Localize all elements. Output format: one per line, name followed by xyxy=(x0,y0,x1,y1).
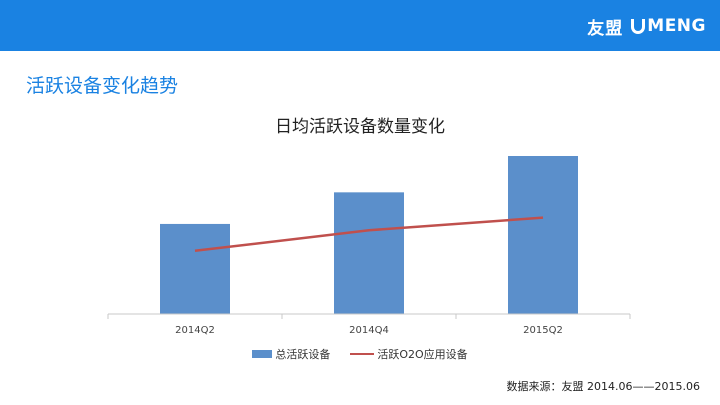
legend-item-bars: 总活跃设备 xyxy=(252,346,330,362)
legend-swatch-line xyxy=(350,353,375,355)
header-bar: 友盟 MENG xyxy=(0,0,720,51)
umeng-u-icon xyxy=(631,18,646,34)
x-tick-label: 2014Q4 xyxy=(349,325,389,336)
bar-2015Q2 xyxy=(508,156,578,314)
brand-logo: 友盟 MENG xyxy=(587,13,706,39)
brand-name-cn: 友盟 xyxy=(587,18,624,39)
section-title: 活跃设备变化趋势 xyxy=(26,75,179,97)
chart-title: 日均活跃设备数量变化 xyxy=(275,117,445,137)
chart-legend: 总活跃设备 活跃O2O应用设备 xyxy=(0,346,720,362)
brand-name-en: MENG xyxy=(631,16,706,36)
legend-swatch-bar xyxy=(252,350,273,358)
bar-2014Q2 xyxy=(160,223,230,314)
x-tick-label: 2014Q2 xyxy=(175,325,215,336)
x-tick-label: 2015Q2 xyxy=(523,325,563,336)
brand-name-en-text: MENG xyxy=(647,16,706,36)
legend-label-bars: 总活跃设备 xyxy=(275,348,331,361)
bar-2014Q4 xyxy=(334,192,404,314)
source-note: 数据来源：友盟 2014.06——2015.06 xyxy=(506,380,700,393)
legend-item-line: 活跃O2O应用设备 xyxy=(350,346,468,362)
legend-label-line: 活跃O2O应用设备 xyxy=(377,348,468,361)
